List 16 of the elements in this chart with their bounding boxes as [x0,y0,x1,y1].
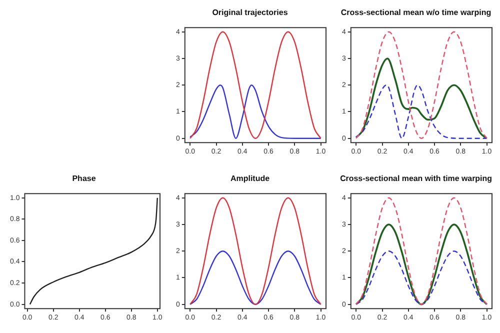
line-series [190,250,322,305]
line-series [190,197,322,305]
chart-title: Phase [72,174,96,184]
line-series [190,84,322,139]
line-series [29,197,158,305]
chart-title: Cross-sectional mean w/o time warping [340,8,492,18]
line-series [356,31,488,139]
line-series [356,197,488,305]
line-series [355,224,488,306]
chart-title: Amplitude [230,174,270,184]
line-series [355,58,488,140]
chart-title: Cross-sectional mean with time warping [340,174,492,184]
chart-title: Original trajectories [212,8,288,18]
line-series [356,84,488,139]
line-series [356,250,488,305]
line-series [190,31,322,139]
